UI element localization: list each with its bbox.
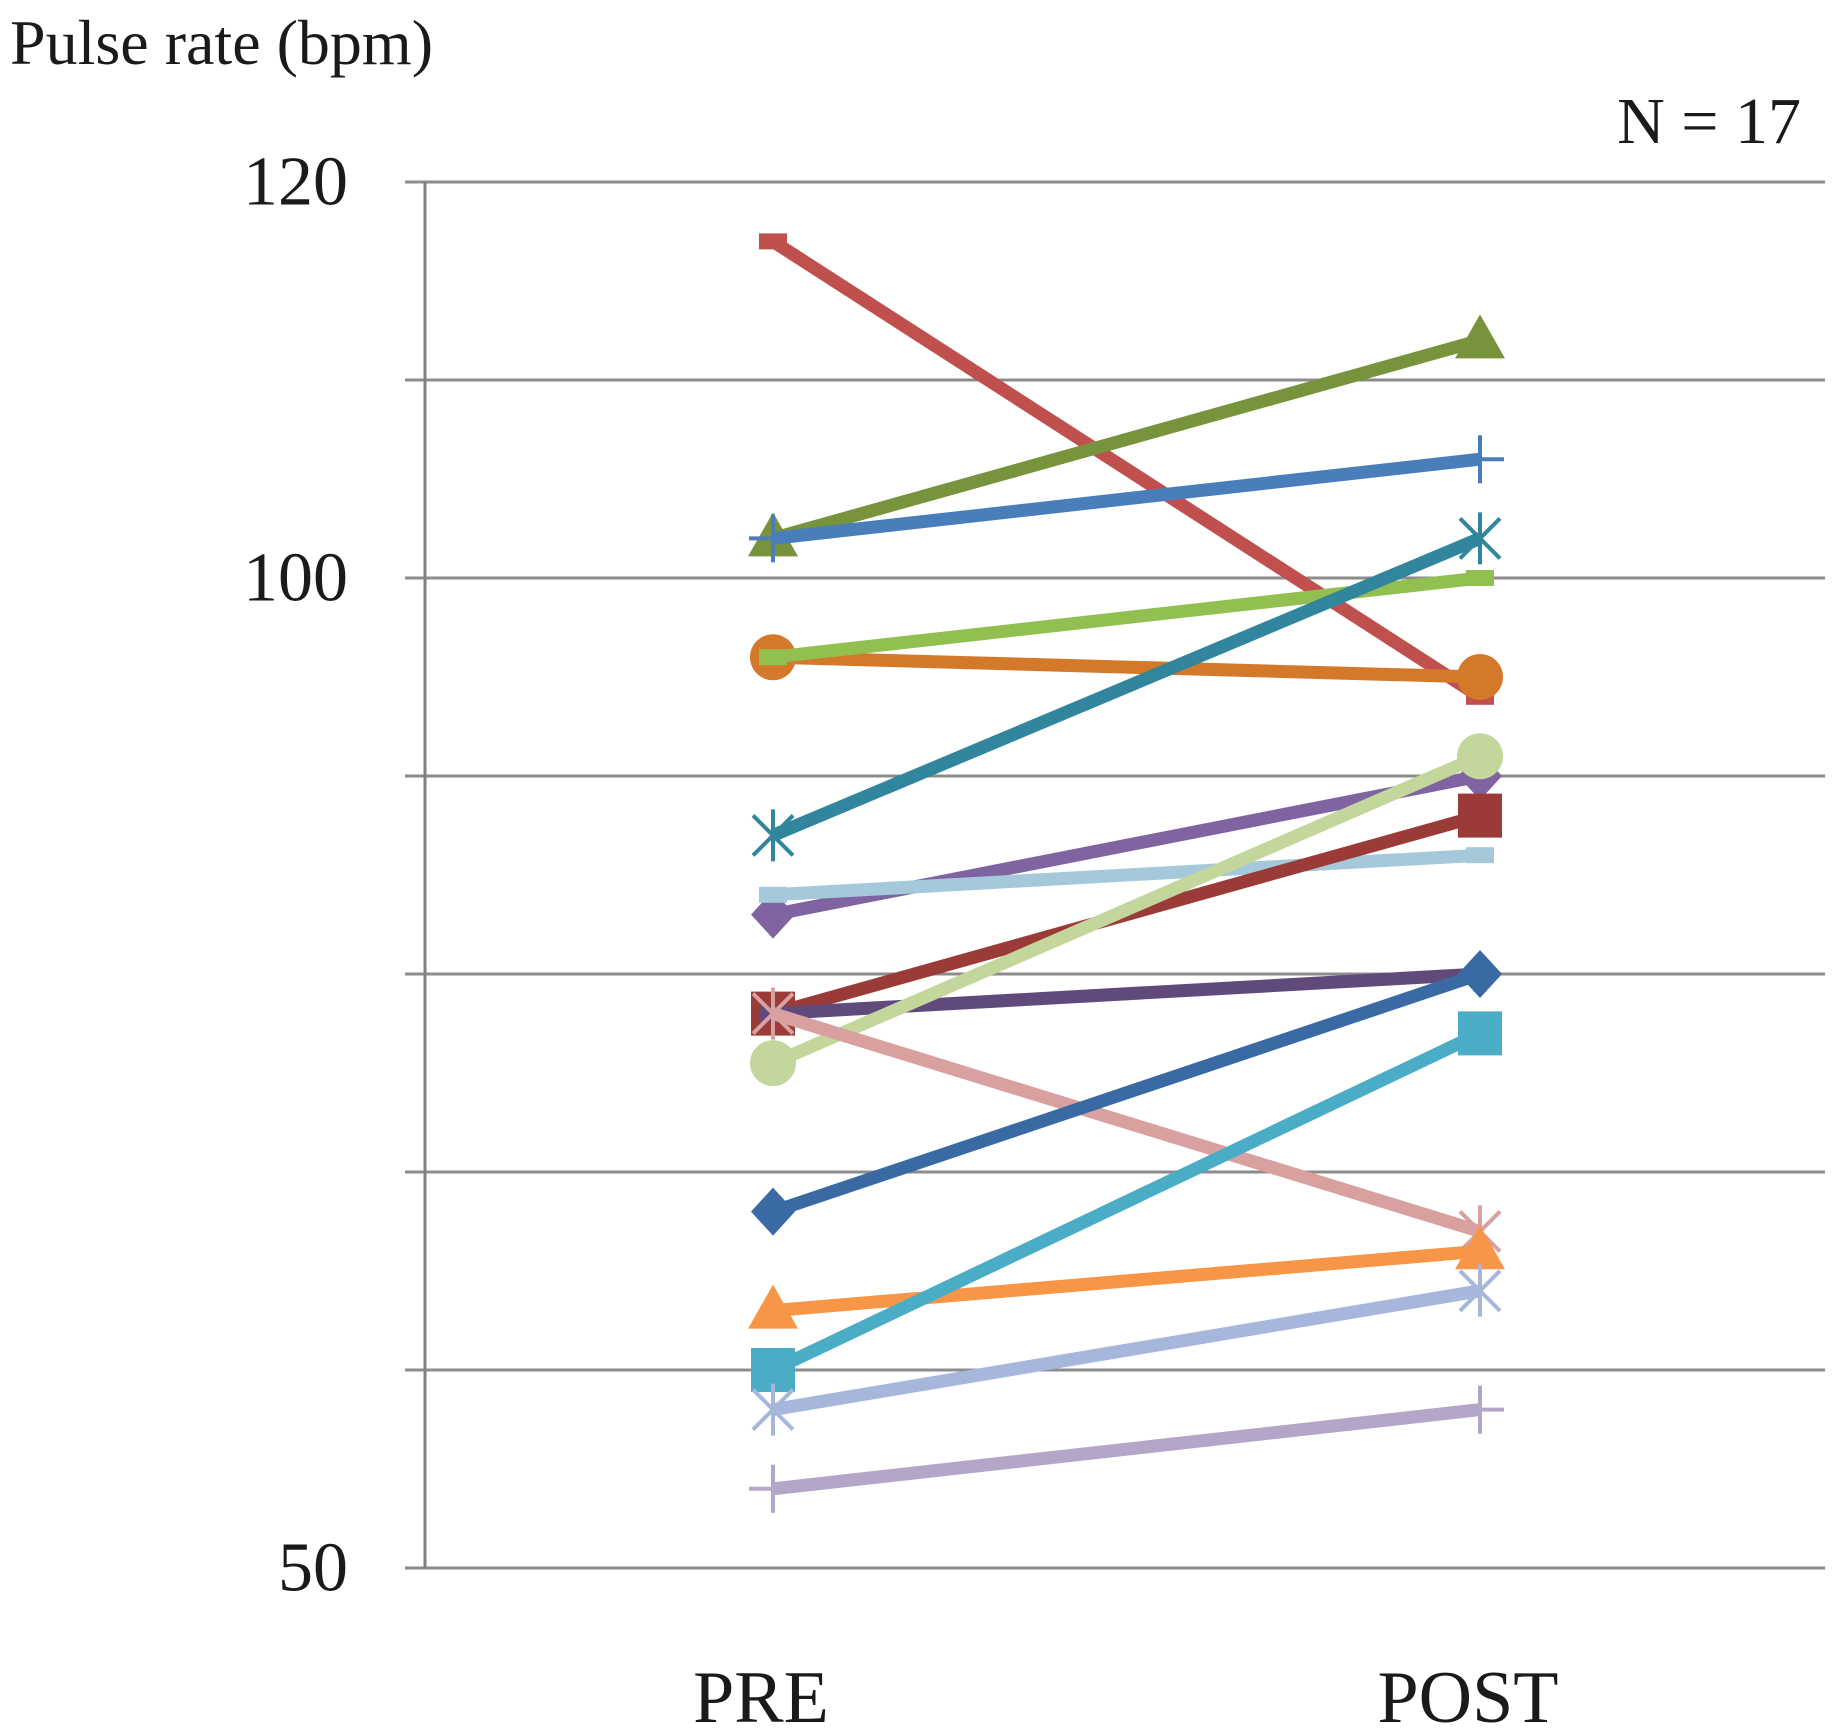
series-s3 (749, 435, 1504, 563)
series-line (770, 532, 1483, 842)
data-point (1455, 314, 1505, 359)
x-category-label: POST (1378, 1657, 1559, 1734)
y-tick-label: 50 (278, 1530, 348, 1607)
data-point (759, 886, 787, 903)
gridlines (405, 180, 1825, 1570)
series-line (771, 1007, 1482, 1238)
y-tick-labels: 120 100 50 (243, 144, 348, 1607)
series-s11 (750, 733, 1503, 1087)
data-point (1458, 950, 1502, 998)
data-point (751, 1383, 795, 1436)
series-line (770, 1027, 1483, 1376)
data-point (1455, 1225, 1505, 1270)
series-line (772, 1244, 1481, 1318)
data-point (1458, 793, 1502, 838)
sample-size-annotation: N = 17 (1617, 85, 1801, 158)
data-point (1456, 1385, 1504, 1434)
data-point (750, 1040, 796, 1087)
data-point (1458, 1264, 1502, 1317)
data-point (1458, 1011, 1502, 1056)
data-point (1466, 570, 1494, 586)
y-tick-label: 100 (243, 540, 348, 617)
series-line (770, 967, 1483, 1218)
series-s16 (751, 1264, 1502, 1436)
x-category-label: PRE (693, 1657, 829, 1734)
series-group (748, 233, 1505, 1513)
y-tick-label: 120 (243, 144, 348, 221)
x-category-labels: PRE POST (693, 1657, 1558, 1734)
series-line (772, 452, 1481, 545)
series-line (772, 1403, 1481, 1496)
data-point (1456, 435, 1504, 484)
data-point (759, 233, 787, 250)
series-s15 (751, 1011, 1502, 1392)
data-point (748, 1284, 798, 1329)
series-s8 (759, 847, 1494, 903)
series-s17 (749, 1385, 1504, 1513)
data-point (1457, 654, 1503, 700)
data-point (749, 1464, 797, 1513)
y-axis-title: Pulse rate (bpm) (10, 7, 433, 78)
series-s2 (748, 314, 1505, 557)
data-point (1457, 733, 1503, 780)
data-point (751, 1187, 795, 1236)
series-s13 (751, 950, 1502, 1236)
data-point (751, 809, 795, 862)
data-point (751, 987, 795, 1040)
series-s6 (751, 512, 1502, 862)
series-line (772, 848, 1481, 902)
data-point (1458, 512, 1502, 565)
series-line (771, 1284, 1482, 1417)
series-line (771, 334, 1482, 545)
series-s14 (748, 1225, 1505, 1329)
data-point (1466, 847, 1494, 864)
series-line (770, 750, 1483, 1070)
series-line (769, 235, 1484, 703)
series-line (772, 650, 1481, 684)
data-point (749, 514, 797, 563)
data-point (759, 649, 787, 666)
